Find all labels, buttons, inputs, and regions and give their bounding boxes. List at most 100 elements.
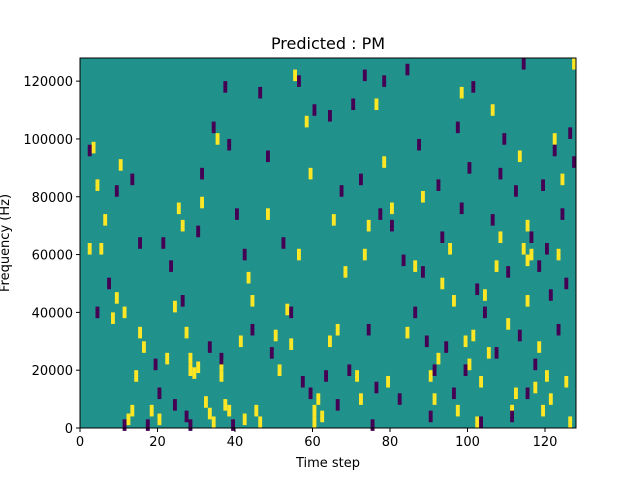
heatmap-cell-low: [258, 86, 263, 99]
heatmap-cell-low: [440, 231, 445, 243]
heatmap-cell-low: [413, 306, 418, 319]
heatmap-cell-high: [490, 104, 495, 116]
heatmap-cell-high: [486, 347, 491, 359]
heatmap-cell-low: [95, 306, 100, 319]
heatmap-cell-high: [250, 295, 255, 307]
heatmap-cell-high: [467, 358, 472, 371]
y-axis: 0 20000 40000 60000 80000 100000 120000: [23, 75, 80, 437]
heatmap-cell-high: [312, 416, 317, 428]
heatmap-cell-high: [273, 329, 278, 342]
heatmap-cell-low: [269, 347, 274, 359]
heatmap-cell-low: [114, 185, 119, 197]
heatmap-cell-low: [339, 185, 344, 197]
y-tick-label: 100000: [23, 133, 73, 148]
heatmap-cell-high: [149, 404, 154, 417]
heatmap-cell-high: [99, 243, 104, 255]
heatmap-cell-low: [153, 358, 158, 371]
heatmap-cell-low: [455, 121, 460, 134]
heatmap-cell-high: [459, 86, 464, 99]
heatmap-cell-low: [130, 173, 135, 186]
heatmap-cell-high: [494, 260, 499, 272]
heatmap-cell-high: [479, 375, 483, 388]
heatmap-cell-low: [498, 167, 503, 180]
heatmap-cell-low: [533, 358, 538, 371]
heatmap-cell-low: [374, 381, 379, 394]
heatmap-cell-low: [405, 63, 410, 76]
heatmap-cell-high: [517, 150, 522, 163]
heatmap-cell-low: [390, 219, 394, 232]
x-tick-label: 120: [533, 435, 558, 450]
heatmap-cell-high: [455, 404, 460, 417]
plot-area: [79, 57, 577, 431]
heatmap-cell-low: [525, 387, 530, 400]
heatmap-cell-high: [366, 219, 371, 232]
heatmap-cell-low: [169, 260, 173, 272]
heatmap-cell-high: [552, 133, 557, 145]
heatmap-cell-low: [479, 416, 483, 428]
heatmap-cell-low: [494, 347, 499, 359]
heatmap-cell-high: [308, 167, 313, 180]
heatmap-cell-low: [428, 410, 433, 423]
x-tick-label: 20: [149, 435, 166, 450]
heatmap-cell-high: [254, 404, 259, 417]
heatmap-cell-low: [266, 150, 270, 163]
heatmap-cell-high: [192, 367, 197, 379]
y-tick-label: 120000: [23, 75, 73, 90]
heatmap-cell-high: [95, 179, 100, 191]
heatmap-cell-high: [114, 292, 119, 304]
heatmap-cell-low: [219, 352, 224, 365]
heatmap-cell-low: [452, 387, 456, 400]
heatmap-cell-low: [436, 179, 441, 191]
heatmap-cell-high: [246, 271, 251, 284]
heatmap-cell-low: [87, 144, 92, 157]
heatmap-cell-low: [289, 306, 294, 319]
heatmap-cell-high: [413, 260, 418, 272]
heatmap-cell-high: [188, 352, 193, 365]
heatmap-cell-low: [517, 329, 522, 342]
heatmap-cell-low: [514, 185, 518, 197]
y-tick-label: 60000: [32, 249, 73, 264]
heatmap-cell-high: [525, 295, 530, 307]
heatmap-cell-high: [428, 370, 433, 382]
x-tick-label: 100: [455, 435, 480, 450]
heatmap-cell-low: [552, 144, 557, 157]
heatmap-cell-high: [211, 416, 216, 428]
heatmap-cell-low: [564, 277, 569, 290]
heatmap-cell-low: [471, 81, 476, 93]
heatmap-cell-high: [548, 393, 553, 405]
heatmap-cell-low: [537, 260, 542, 272]
heatmap-cell-high: [165, 352, 170, 365]
heatmap-cell-low: [545, 243, 549, 255]
heatmap-cell-high: [533, 381, 538, 394]
heatmap-cell-low: [401, 254, 406, 267]
heatmap-cell-low: [235, 208, 239, 220]
heatmap-cell-low: [556, 323, 561, 336]
heatmap-cell-high: [200, 196, 204, 209]
heatmap-cell-high: [572, 58, 576, 70]
heatmap-cell-high: [91, 141, 96, 154]
x-tick-label: 60: [304, 435, 321, 450]
heatmap-cell-low: [312, 104, 317, 116]
heatmap-cell-low: [568, 127, 573, 139]
heatmap-cell-high: [304, 115, 309, 128]
heatmap-cell-high: [355, 370, 359, 382]
heatmap-cell-high: [331, 214, 336, 226]
heatmap-cell-low: [370, 419, 375, 431]
heatmap-cell-low: [161, 237, 166, 249]
heatmap-cell-low: [207, 341, 212, 353]
heatmap-cell-high: [180, 219, 185, 232]
heatmap-cell-high: [421, 190, 425, 203]
heatmap-cell-high: [545, 370, 549, 382]
heatmap-cell-high: [390, 202, 394, 215]
heatmap-cell-high: [312, 404, 317, 417]
heatmap-cell-high: [103, 214, 108, 226]
heatmap-cell-low: [490, 214, 495, 226]
heatmap-cell-high: [173, 300, 177, 313]
heatmap-cell-high: [328, 335, 332, 348]
heatmap-cell-high: [448, 243, 452, 255]
heatmap-cell-high: [463, 335, 468, 348]
heatmap-cell-low: [432, 364, 437, 376]
heatmap-cell-high: [541, 404, 545, 417]
heatmap-cell-low: [107, 277, 111, 290]
